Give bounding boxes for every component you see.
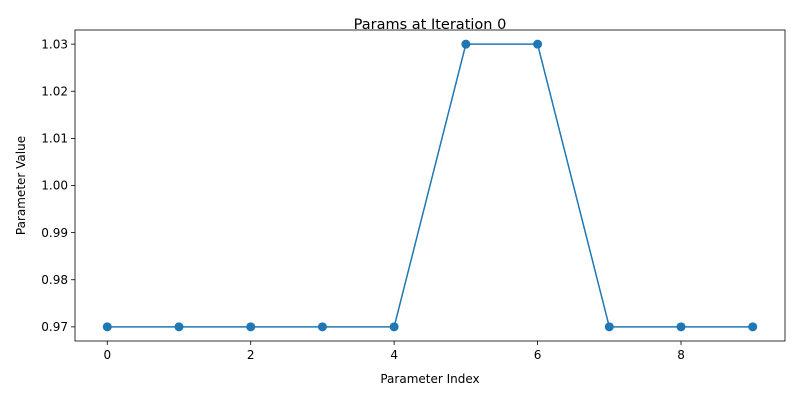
y-tick-label: 1.00 — [41, 179, 68, 193]
chart-title: Params at Iteration 0 — [354, 17, 507, 33]
data-point — [748, 322, 758, 332]
y-tick-label: 1.01 — [41, 132, 68, 146]
data-point — [533, 39, 543, 49]
y-tick-label: 0.97 — [41, 320, 68, 334]
x-axis: 0 2 4 6 8 — [103, 341, 685, 362]
data-point — [676, 322, 686, 332]
data-point — [317, 322, 327, 332]
series-layer — [102, 39, 758, 332]
data-point — [246, 322, 256, 332]
y-tick-label: 0.99 — [41, 226, 68, 240]
x-tick-label: 6 — [534, 348, 542, 362]
y-tick-label: 0.98 — [41, 273, 68, 287]
series-line-params — [107, 43, 753, 328]
data-point — [174, 322, 184, 332]
data-point — [461, 39, 471, 49]
x-tick-label: 0 — [103, 348, 111, 362]
y-axis: 0.97 0.98 0.99 1.00 1.01 1.02 1.03 — [41, 37, 75, 334]
data-point — [604, 322, 614, 332]
x-tick-label: 8 — [677, 348, 685, 362]
y-axis-label: Parameter Value — [14, 136, 28, 235]
x-tick-label: 2 — [247, 348, 255, 362]
y-tick-label: 1.03 — [41, 37, 68, 51]
data-point — [389, 322, 399, 332]
x-axis-label: Parameter Index — [380, 372, 479, 386]
x-tick-label: 4 — [390, 348, 398, 362]
data-point — [102, 322, 112, 332]
y-tick-label: 1.02 — [41, 84, 68, 98]
